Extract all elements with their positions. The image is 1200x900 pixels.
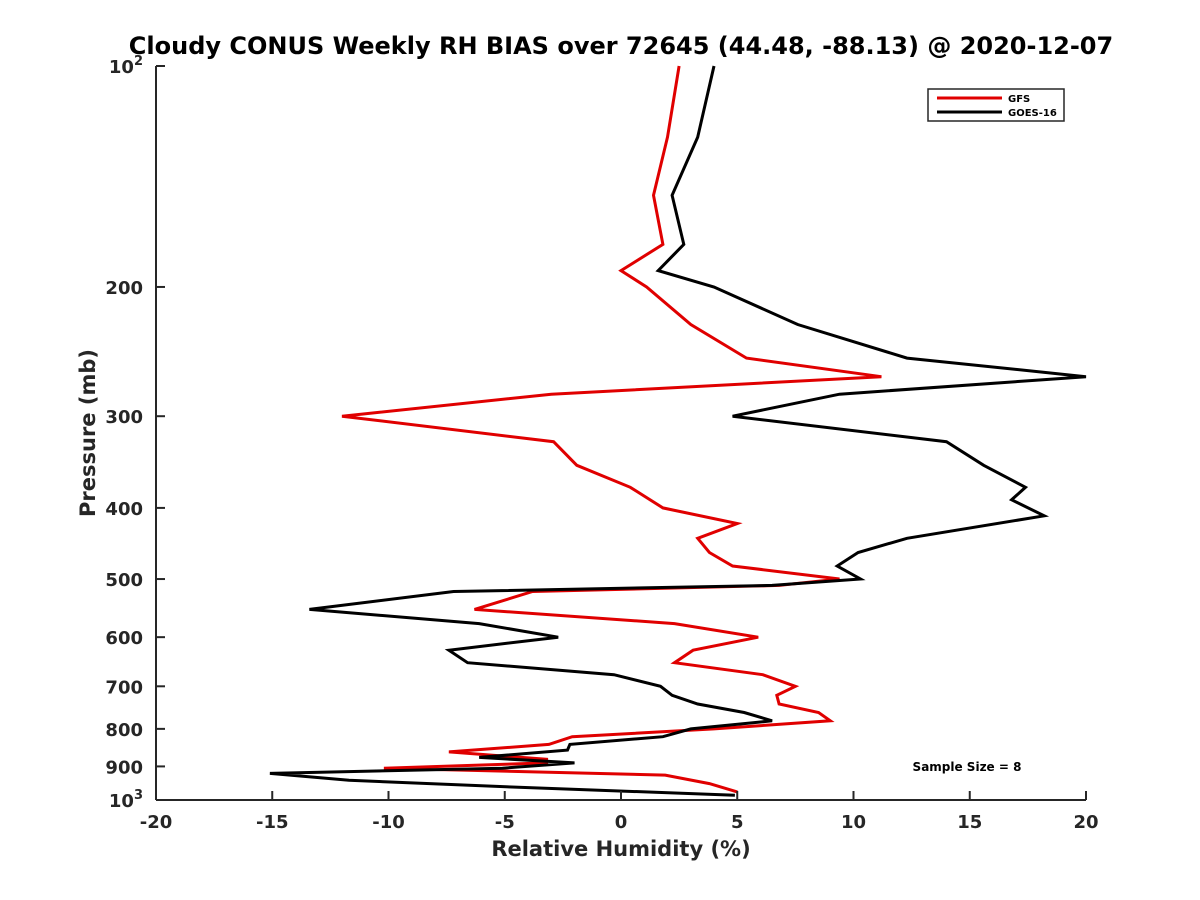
- x-tick-label: 5: [731, 812, 744, 833]
- x-tick-label: 0: [615, 812, 628, 833]
- x-axis-label: Relative Humidity (%): [491, 837, 750, 861]
- x-tick-label: 20: [1073, 812, 1098, 833]
- y-tick-label: 900: [105, 757, 143, 778]
- sample-size-annotation: Sample Size = 8: [913, 760, 1022, 774]
- series-lines: [269, 65, 1087, 797]
- plot-axes: [155, 66, 1086, 801]
- y-tick-label: 103: [109, 788, 143, 812]
- legend: GFS GOES-16: [927, 88, 1065, 122]
- x-tick-label: -15: [256, 812, 289, 833]
- y-tick-label: 400: [105, 499, 143, 520]
- y-axis-ticks: 102 200 300 400 500 600 700 800 900 103: [105, 54, 165, 812]
- y-tick-label: 200: [105, 278, 143, 299]
- x-tick-label: 10: [841, 812, 866, 833]
- y-axis-label: Pressure (mb): [76, 349, 100, 517]
- y-tick-label: 500: [105, 570, 143, 591]
- x-tick-label: -5: [495, 812, 515, 833]
- y-tick-label: 300: [105, 407, 143, 428]
- series-line-1: [269, 65, 1087, 797]
- x-tick-label: -10: [372, 812, 405, 833]
- y-tick-label: 800: [105, 720, 143, 741]
- series-line-0: [341, 65, 882, 794]
- legend-label-1: GOES-16: [1008, 108, 1057, 119]
- x-axis-ticks: -20 -15 -10 -5 0 5 10 15 20: [140, 791, 1099, 833]
- x-tick-label: 15: [957, 812, 982, 833]
- legend-label-0: GFS: [1008, 94, 1030, 105]
- y-tick-label: 102: [109, 54, 143, 78]
- legend-box: [927, 88, 1065, 122]
- chart-title: Cloudy CONUS Weekly RH BIAS over 72645 (…: [129, 32, 1113, 60]
- y-tick-label: 700: [105, 677, 143, 698]
- y-tick-label: 600: [105, 628, 143, 649]
- x-tick-label: -20: [140, 812, 173, 833]
